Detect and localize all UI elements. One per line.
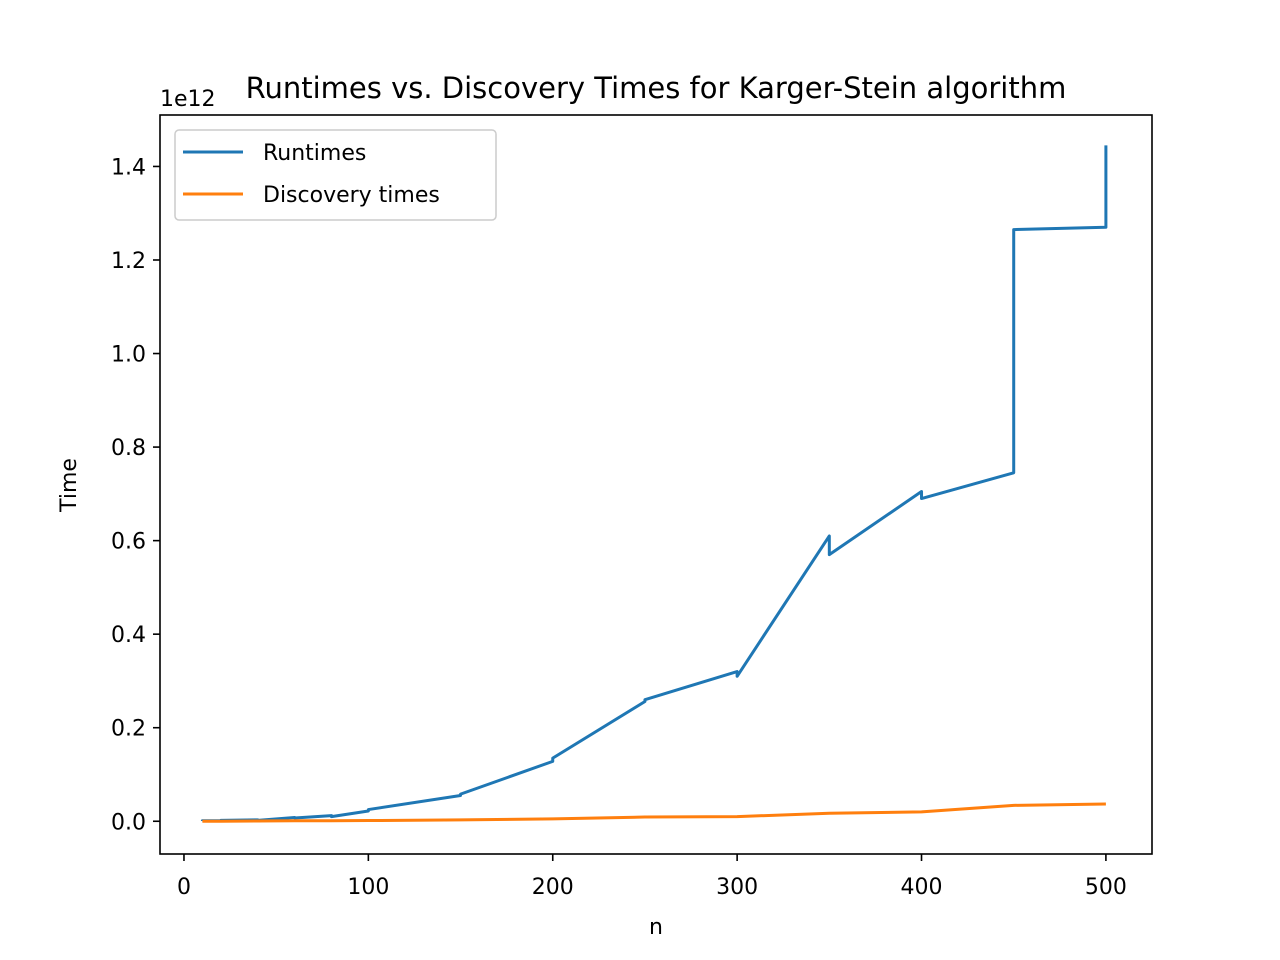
y-tick-label: 0.2 [111,717,146,742]
y-axis: 0.0 0.2 0.4 0.6 0.8 1.0 1.2 1.4 [111,155,160,835]
x-axis-label: n [649,915,663,940]
y-tick-label: 0.0 [111,810,146,835]
y-tick-label: 1.2 [111,249,146,274]
plot-frame [159,114,1153,855]
y-tick-label: 0.6 [111,530,146,555]
x-tick-label: 400 [901,875,943,900]
legend-label-runtimes: Runtimes [263,141,366,166]
x-axis: 0 100 200 300 400 500 [177,854,1127,900]
x-tick-label: 100 [347,875,389,900]
x-tick-label: 200 [532,875,574,900]
y-tick-label: 0.4 [111,623,146,648]
plot-lines [200,145,1108,823]
y-axis-label: Time [57,458,82,513]
chart-title: Runtimes vs. Discovery Times for Karger-… [246,71,1067,105]
legend: Runtimes Discovery times [174,129,497,221]
x-tick-label: 500 [1085,875,1127,900]
x-tick-label: 300 [716,875,758,900]
series-line-discovery-times [202,802,1106,823]
y-tick-label: 1.0 [111,343,146,368]
y-tick-label: 0.8 [111,436,146,461]
y-tick-label: 1.4 [111,155,146,180]
legend-label-discovery-times: Discovery times [263,183,440,208]
y-offset-label: 1e12 [160,87,216,112]
x-tick-label: 0 [177,875,191,900]
legend-box [174,129,497,221]
